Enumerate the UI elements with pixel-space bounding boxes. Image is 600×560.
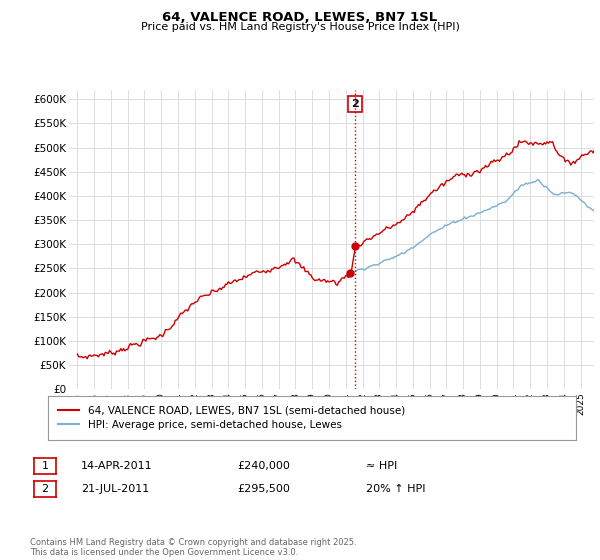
Text: 64, VALENCE ROAD, LEWES, BN7 1SL: 64, VALENCE ROAD, LEWES, BN7 1SL	[163, 11, 437, 24]
Text: 2: 2	[351, 99, 359, 109]
Text: 14-APR-2011: 14-APR-2011	[81, 461, 152, 471]
Text: 2: 2	[41, 484, 49, 494]
Text: £295,500: £295,500	[237, 484, 290, 494]
Text: Contains HM Land Registry data © Crown copyright and database right 2025.
This d: Contains HM Land Registry data © Crown c…	[30, 538, 356, 557]
Text: 1: 1	[41, 461, 49, 471]
Text: 21-JUL-2011: 21-JUL-2011	[81, 484, 149, 494]
Legend: 64, VALENCE ROAD, LEWES, BN7 1SL (semi-detached house), HPI: Average price, semi: 64, VALENCE ROAD, LEWES, BN7 1SL (semi-d…	[58, 406, 405, 430]
Text: ≈ HPI: ≈ HPI	[366, 461, 397, 471]
Text: 20% ↑ HPI: 20% ↑ HPI	[366, 484, 425, 494]
Text: Price paid vs. HM Land Registry's House Price Index (HPI): Price paid vs. HM Land Registry's House …	[140, 22, 460, 32]
Text: £240,000: £240,000	[237, 461, 290, 471]
